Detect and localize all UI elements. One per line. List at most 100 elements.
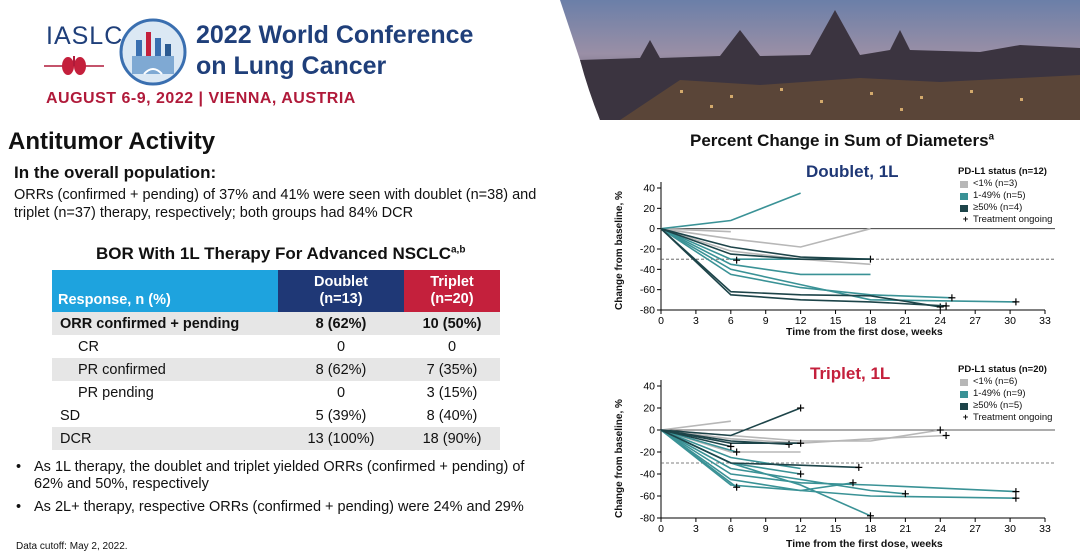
- treatment-ongoing-marker: [849, 479, 857, 487]
- plus-marker-icon: +: [962, 214, 969, 225]
- y-tick-label: 20: [643, 403, 655, 415]
- treatment-ongoing-marker: [733, 256, 741, 264]
- legend-item: <1% (n=6): [958, 376, 1052, 388]
- series-line-mid: [660, 429, 1016, 493]
- col-response: Response, n (%): [52, 270, 278, 312]
- series-line-mid: [660, 228, 1016, 303]
- legend-label: ≥50% (n=5): [973, 400, 1023, 411]
- legend-item: 1-49% (n=9): [958, 388, 1052, 400]
- x-tick-label: 24: [934, 315, 946, 327]
- x-tick-label: 21: [900, 523, 912, 535]
- legend-label: <1% (n=3): [973, 178, 1018, 189]
- legend-label: 1-49% (n=9): [973, 388, 1026, 399]
- treatment-ongoing-marker: [948, 294, 956, 302]
- row-triplet: 3 (15%): [426, 384, 478, 401]
- row-doublet: 0: [336, 338, 346, 355]
- legend-swatch: [960, 192, 968, 200]
- doublet-chart-title: Doublet, 1L: [806, 162, 899, 181]
- treatment-ongoing-marker: [797, 439, 805, 447]
- row-label: DCR: [52, 427, 278, 450]
- y-tick-label: -40: [640, 469, 655, 481]
- x-tick-label: 33: [1039, 523, 1051, 535]
- table-row: DCR 13 (100%) 18 (90%): [52, 427, 500, 450]
- y-tick-label: -20: [640, 244, 655, 256]
- legend-item: + Treatment ongoing: [958, 214, 1053, 226]
- bullet-text: As 2L+ therapy, respective ORRs (confirm…: [34, 499, 524, 515]
- bullet-list: • As 1L therapy, the doublet and triplet …: [16, 459, 536, 522]
- treatment-ongoing-marker: [733, 483, 741, 491]
- x-tick-label: 18: [865, 523, 877, 535]
- x-tick-label: 3: [693, 315, 699, 327]
- triplet-x-axis-label: Time from the first dose, weeks: [786, 538, 943, 550]
- x-tick-label: 18: [865, 315, 877, 327]
- legend-label: Treatment ongoing: [973, 214, 1053, 225]
- header: IASLC 2022 World Conference on Lung Canc…: [0, 0, 1080, 120]
- population-text: ORRs (confirmed + pending) of 37% and 41…: [14, 187, 537, 221]
- legend-title: PD-L1 status (n=12): [958, 166, 1047, 177]
- row-label: SD: [60, 407, 81, 424]
- series-line-mid: [660, 228, 952, 299]
- series-line-low: [660, 227, 871, 266]
- bullet-text: As 1L therapy, the doublet and triplet y…: [34, 459, 525, 492]
- legend-title: PD-L1 status (n=20): [958, 364, 1047, 375]
- series-line-low: [660, 420, 731, 431]
- lungs-icon: [44, 56, 104, 75]
- conference-title-line1: 2022 World Conference: [196, 21, 474, 49]
- y-tick-label: -80: [640, 305, 655, 317]
- col-doublet-n: (n=13): [319, 291, 363, 307]
- row-triplet: 10 (50%): [404, 312, 500, 335]
- legend-swatch: [960, 402, 968, 410]
- y-tick-label: -40: [640, 264, 655, 276]
- vienna-emblem-icon: [119, 18, 187, 86]
- x-tick-label: 9: [763, 523, 769, 535]
- triplet-y-axis-label: Change from baseline, %: [614, 399, 625, 518]
- y-tick-label: 40: [643, 381, 655, 393]
- series-line-mid: [660, 192, 801, 230]
- table-title: BOR With 1L Therapy For Advanced NSCLCa,…: [96, 244, 465, 264]
- treatment-ongoing-marker: [1012, 488, 1020, 496]
- legend-swatch: [960, 204, 968, 212]
- x-tick-label: 0: [658, 315, 664, 327]
- treatment-ongoing-marker: [1012, 298, 1020, 306]
- x-tick-label: 27: [969, 523, 981, 535]
- col-doublet-label: Doublet: [314, 274, 368, 290]
- y-tick-label: 40: [643, 183, 655, 195]
- population-heading: In the overall population:: [14, 163, 217, 182]
- y-tick-label: 20: [643, 203, 655, 215]
- series-line-high: [660, 407, 801, 437]
- row-triplet: 0: [447, 338, 457, 355]
- table-title-text: BOR With 1L Therapy For Advanced NSCLC: [96, 244, 451, 263]
- treatment-ongoing-marker: [727, 443, 735, 450]
- row-doublet: 13 (100%): [278, 427, 404, 450]
- doublet-y-axis-label: Change from baseline, %: [614, 191, 625, 310]
- series-line-mid: [660, 227, 871, 276]
- triplet-chart-title: Triplet, 1L: [810, 364, 891, 383]
- treatment-ongoing-marker: [936, 303, 944, 311]
- row-label: ORR confirmed + pending: [52, 312, 278, 335]
- treatment-ongoing-marker: [733, 448, 741, 456]
- doublet-chart: 40 20 0 -20 -40 -60 -80 0 3 6 9 12 15 18 21 24 27 30 33 Do…: [610, 158, 1080, 348]
- series-line-mid: [660, 429, 906, 495]
- series-line-mid: [660, 429, 854, 492]
- bor-table: Response, n (%) Doublet (n=13) Triplet (n=…: [52, 270, 500, 450]
- x-tick-label: 3: [693, 523, 699, 535]
- bullet-item: • As 1L therapy, the doublet and triplet …: [16, 459, 536, 493]
- row-triplet: 8 (40%): [426, 407, 478, 424]
- treatment-ongoing-marker: [942, 302, 950, 310]
- row-doublet: 0: [336, 384, 346, 401]
- legend-item: 1-49% (n=5): [958, 190, 1052, 202]
- charts-title-text: Percent Change in Sum of Diameters: [690, 131, 989, 150]
- legend-label: <1% (n=6): [973, 376, 1018, 387]
- doublet-legend: PD-L1 status (n=12) <1% (n=3) 1-49% (n=5…: [958, 166, 1052, 226]
- row-doublet: 8 (62%): [278, 358, 404, 381]
- x-tick-label: 33: [1039, 315, 1051, 327]
- legend-item: + Treatment ongoing: [958, 412, 1053, 424]
- y-tick-label: 0: [649, 223, 655, 235]
- x-tick-label: 15: [830, 523, 842, 535]
- col-doublet: Doublet (n=13): [278, 270, 404, 312]
- treatment-ongoing-marker: [797, 470, 805, 478]
- series-line-high: [660, 228, 947, 307]
- row-triplet: 7 (35%): [404, 358, 500, 381]
- x-tick-label: 30: [1004, 523, 1016, 535]
